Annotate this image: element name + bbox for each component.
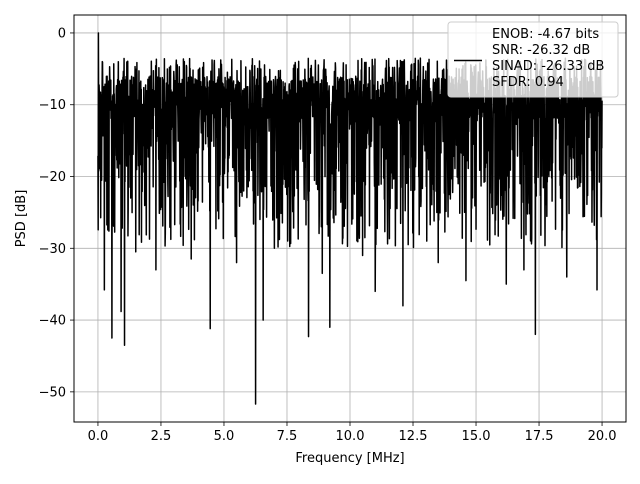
x-tick-label: 2.5 xyxy=(151,429,172,444)
x-tick-label: 0.0 xyxy=(88,429,109,444)
x-tick-label: 10.0 xyxy=(336,429,365,444)
y-tick-label: 0 xyxy=(58,26,66,41)
legend-entry-line: SNR: -26.32 dB xyxy=(492,43,590,58)
x-axis-ticks: 0.0 2.5 5.0 7.5 10.0 12.5 15.0 17.5 20.0 xyxy=(88,422,617,444)
x-tick-label: 17.5 xyxy=(525,429,554,444)
legend-box xyxy=(447,21,619,98)
x-tick-label: 15.0 xyxy=(462,429,491,444)
y-tick-label: −40 xyxy=(39,314,66,329)
y-tick-label: −30 xyxy=(39,242,66,257)
y-tick-label: −10 xyxy=(39,98,66,113)
legend-entry-line: SFDR: 0.94 xyxy=(492,75,564,90)
legend-entry-line: SINAD: -26.33 dB xyxy=(492,59,604,74)
x-tick-label: 20.0 xyxy=(588,429,617,444)
y-axis-label: PSD [dB] xyxy=(14,190,29,248)
y-tick-label: −20 xyxy=(39,170,66,185)
legend-entry-line: ENOB: -4.67 bits xyxy=(492,27,599,42)
x-tick-label: 12.5 xyxy=(399,429,428,444)
y-tick-label: −50 xyxy=(39,385,66,400)
x-tick-label: 5.0 xyxy=(214,429,235,444)
x-tick-label: 7.5 xyxy=(277,429,298,444)
x-axis-label: Frequency [MHz] xyxy=(295,451,404,466)
y-axis-ticks: 0 −10 −20 −30 −40 −50 xyxy=(39,26,74,400)
